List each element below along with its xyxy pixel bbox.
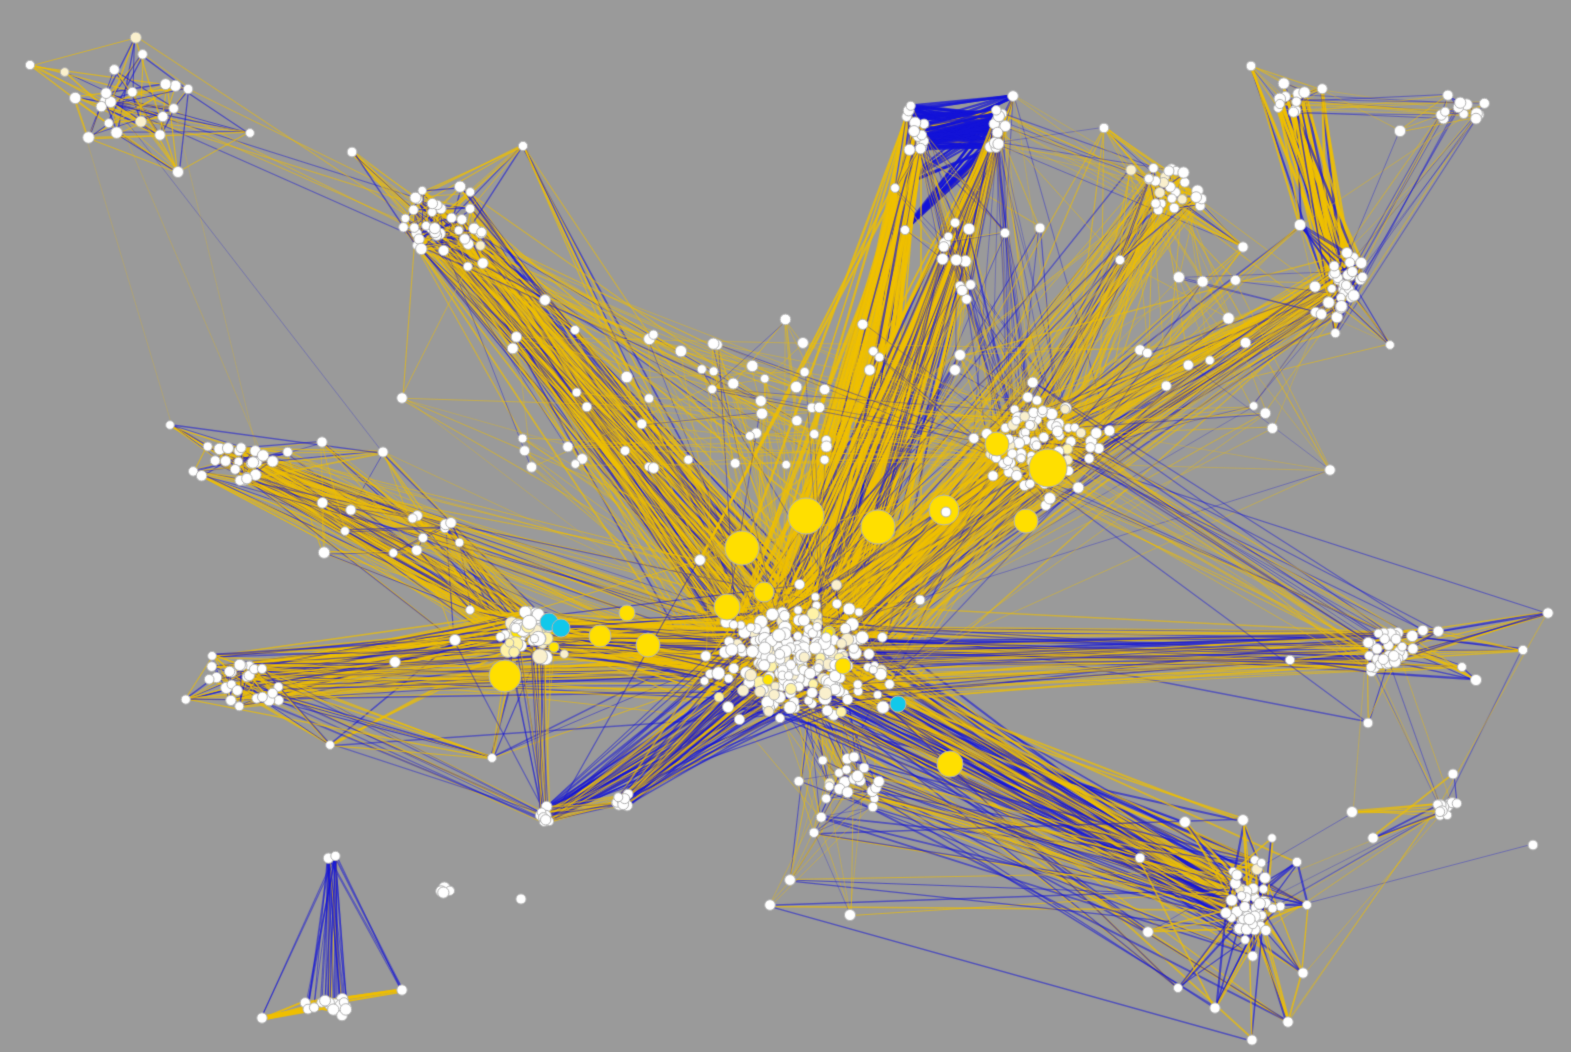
network-graph-canvas[interactable] (0, 0, 1571, 1052)
graph-viewport[interactable] (0, 0, 1571, 1052)
